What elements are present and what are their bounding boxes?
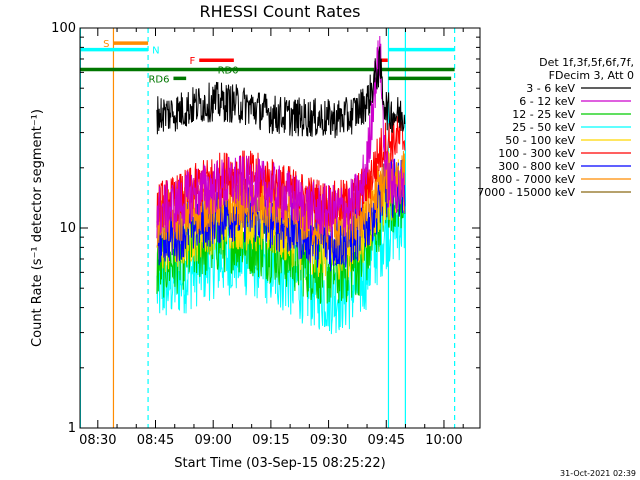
y-axis-label: Count Rate (s⁻¹ detector segment⁻¹)	[30, 109, 45, 347]
x-axis: 08:30 08:45 09:00 09:15 09:30 09:45 10:00	[79, 28, 464, 448]
legend-label: 3 - 6 keV	[526, 82, 575, 95]
y-tick-label: 100	[51, 21, 76, 36]
x-tick-label: 09:00	[194, 433, 231, 448]
y-axis: 1 10 100	[51, 21, 480, 436]
x-tick-label: 08:30	[79, 433, 116, 448]
x-tick-label: 08:45	[137, 433, 174, 448]
legend-label: 800 - 7000 keV	[491, 173, 575, 186]
legend-label: 25 - 50 keV	[512, 121, 575, 134]
legend-label: 50 - 100 keV	[505, 134, 575, 147]
series-line	[156, 46, 406, 139]
legend-header: FDecim 3, Att 0	[549, 69, 634, 82]
series-line	[156, 35, 406, 239]
state-bar-label: F	[189, 56, 195, 67]
legend-label: 12 - 25 keV	[512, 108, 575, 121]
x-axis-label: Start Time (03-Sep-15 08:25:22)	[174, 456, 385, 471]
state-bar-label: RD0	[218, 66, 239, 77]
x-tick-label: 09:45	[368, 433, 405, 448]
state-bar-label: S	[103, 39, 109, 50]
y-tick-label: 10	[59, 221, 76, 236]
state-bar-label: RD6	[148, 74, 169, 85]
legend-header: Det 1f,3f,5f,6f,7f,	[539, 56, 634, 69]
legend-label: 100 - 300 keV	[498, 147, 575, 160]
legend-label: 300 - 800 keV	[498, 160, 575, 173]
chart-title: RHESSI Count Rates	[200, 2, 361, 21]
legend-label: 7000 - 15000 keV	[477, 186, 575, 199]
y-tick-label: 1	[68, 421, 76, 436]
x-tick-label: 09:15	[252, 433, 289, 448]
x-tick-label: 09:30	[310, 433, 347, 448]
state-bar-label: N	[152, 46, 159, 57]
footer-timestamp: 31-Oct-2021 02:39	[560, 469, 636, 478]
x-tick-label: 10:00	[425, 433, 462, 448]
plot-area	[156, 35, 406, 335]
legend-label: 6 - 12 keV	[519, 95, 575, 108]
chart-legend: Det 1f,3f,5f,6f,7f,FDecim 3, Att 03 - 6 …	[477, 56, 634, 199]
